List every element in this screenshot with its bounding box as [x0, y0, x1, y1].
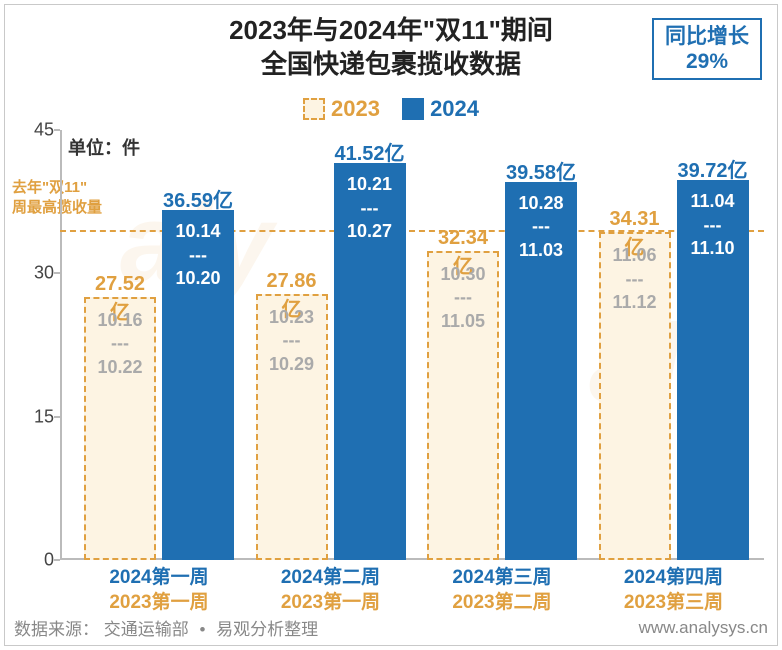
bar-2024: 39.58亿10.28---11.03: [505, 182, 577, 560]
legend-label-2023: 2023: [331, 96, 380, 122]
bar-date-range-2024: 11.04---11.10: [677, 190, 749, 260]
source-1: 交通运输部: [104, 620, 189, 639]
footer-source: 数据来源： 交通运输部 • 易观分析整理: [14, 615, 318, 640]
legend-swatch-2024: [402, 98, 424, 120]
bar-2023: 34.31亿11.06---11.12: [599, 232, 671, 560]
bar-group: 27.86亿10.23---10.2941.52亿10.21---10.2720…: [250, 130, 412, 560]
legend-swatch-2023: [303, 98, 325, 120]
bar-2023: 27.86亿10.23---10.29: [256, 294, 328, 560]
bar-2024: 41.52亿10.21---10.27: [334, 163, 406, 560]
plot-area: 015304527.52亿10.16---10.2236.59亿10.14---…: [60, 130, 764, 560]
y-tick-mark: [54, 416, 60, 418]
group-label: 2024第二周2023第一周: [250, 560, 412, 615]
y-tick-mark: [54, 559, 60, 561]
bar-2023: 27.52亿10.16---10.22: [84, 297, 156, 560]
group-label: 2024第三周2023第二周: [421, 560, 583, 615]
source-prefix: 数据来源：: [14, 620, 99, 639]
legend-item-2023: 2023: [303, 96, 380, 122]
bar-value-2024: 36.59亿: [162, 184, 234, 213]
y-tick-label: 0: [20, 550, 54, 571]
badge-line-1: 同比增长: [665, 24, 749, 49]
bar-group: 34.31亿11.06---11.1239.72亿11.04---11.1020…: [593, 130, 755, 560]
badge-line-2: 29%: [686, 49, 728, 74]
group-label: 2024第四周2023第三周: [593, 560, 755, 615]
group-label-2023: 2023第二周: [421, 591, 583, 616]
footer-url: www.analysys.cn: [639, 618, 768, 638]
bar-date-range-2023: 10.16---10.22: [86, 309, 154, 379]
bar-date-range-2024: 10.21---10.27: [334, 173, 406, 243]
group-label-2023: 2023第一周: [250, 591, 412, 616]
source-separator: •: [199, 620, 205, 639]
legend-item-2024: 2024: [402, 96, 479, 122]
bar-value-2024: 39.58亿: [505, 156, 577, 185]
bar-group: 27.52亿10.16---10.2236.59亿10.14---10.2020…: [78, 130, 240, 560]
group-label-2024: 2024第三周: [421, 566, 583, 591]
group-label-2024: 2024第一周: [78, 566, 240, 591]
legend: 2023 2024: [0, 96, 782, 126]
bar-2023: 32.34亿10.30---11.05: [427, 251, 499, 560]
group-label: 2024第一周2023第一周: [78, 560, 240, 615]
bar-2024: 39.72亿11.04---11.10: [677, 180, 749, 560]
bar-group: 32.34亿10.30---11.0539.58亿10.28---11.0320…: [421, 130, 583, 560]
y-tick-mark: [54, 272, 60, 274]
growth-badge: 同比增长 29%: [652, 18, 762, 80]
bar-date-range-2024: 10.28---11.03: [505, 192, 577, 262]
y-tick-label: 30: [20, 263, 54, 284]
bar-date-range-2023: 10.30---11.05: [429, 263, 497, 333]
chart-container: aly aly 2023年与2024年"双11"期间 全国快递包裹揽收数据 同比…: [0, 0, 782, 650]
bar-value-2024: 39.72亿: [677, 154, 749, 183]
bar-2024: 36.59亿10.14---10.20: [162, 210, 234, 560]
bar-date-range-2023: 11.06---11.12: [601, 244, 669, 314]
group-label-2024: 2024第四周: [593, 566, 755, 591]
bar-date-range-2023: 10.23---10.29: [258, 306, 326, 376]
y-tick-mark: [54, 129, 60, 131]
group-label-2023: 2023第一周: [78, 591, 240, 616]
group-label-2024: 2024第二周: [250, 566, 412, 591]
source-2: 易观分析整理: [216, 620, 318, 639]
bar-value-2024: 41.52亿: [334, 137, 406, 166]
y-tick-label: 45: [20, 120, 54, 141]
legend-label-2024: 2024: [430, 96, 479, 122]
group-label-2023: 2023第三周: [593, 591, 755, 616]
y-axis: [60, 130, 62, 560]
bar-date-range-2024: 10.14---10.20: [162, 220, 234, 290]
footer: 数据来源： 交通运输部 • 易观分析整理 www.analysys.cn: [14, 615, 768, 640]
y-tick-label: 15: [20, 406, 54, 427]
